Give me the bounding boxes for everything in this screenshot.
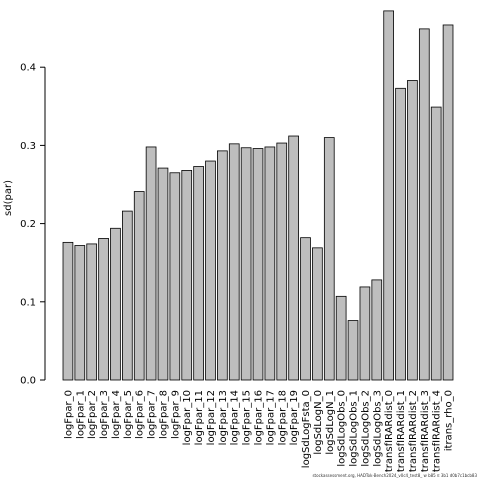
x-tick-label: logFpar_3 bbox=[99, 390, 110, 439]
bar-logSdLogFsta-0 bbox=[300, 237, 311, 381]
x-tick-label: logSdLogFsta_0 bbox=[301, 390, 312, 468]
x-tick-label: logSdLogN_0 bbox=[313, 390, 324, 455]
bar-transfIRARdist-2 bbox=[407, 80, 418, 381]
x-tick-label: logFpar_12 bbox=[206, 390, 217, 445]
x-tick-label: logSdLogObs_0 bbox=[337, 390, 348, 467]
y-axis-label: sd(par) bbox=[3, 180, 14, 216]
bar-logSdLogObs-1 bbox=[347, 320, 359, 381]
y-tick-label: 0.2 bbox=[20, 219, 36, 230]
credit-text: stockassessment.org, HADTok-Bench2024_v0… bbox=[312, 473, 477, 478]
x-tick-label: logFpar_9 bbox=[170, 390, 181, 439]
x-tick-label: logFpar_10 bbox=[182, 390, 193, 445]
x-tick-label: transfIRARdist_1 bbox=[396, 390, 407, 472]
bar-logFpar-16 bbox=[252, 148, 264, 381]
x-tick-label: logFpar_16 bbox=[254, 390, 265, 445]
bar-logFpar-13 bbox=[217, 150, 228, 381]
bars bbox=[62, 10, 454, 381]
x-tick-label: logSdLogObs_2 bbox=[360, 390, 371, 467]
x-tick-label: logSdLogObs_3 bbox=[372, 390, 383, 467]
bar-logFpar-12 bbox=[205, 160, 216, 381]
x-tick-label: logFpar_2 bbox=[87, 390, 98, 439]
x-tick-label: logFpar_18 bbox=[277, 390, 288, 445]
bar-logSdLogObs-3 bbox=[371, 279, 383, 381]
bar-logFpar-19 bbox=[288, 135, 299, 381]
bar-logFpar-4 bbox=[110, 227, 121, 381]
x-tick-label: logFpar_6 bbox=[135, 390, 146, 439]
x-tick-label: transfIRARdist_4 bbox=[432, 390, 443, 472]
bar-logFpar-18 bbox=[276, 142, 288, 381]
bar-logFpar-14 bbox=[228, 143, 240, 381]
bar-logFpar-5 bbox=[122, 210, 133, 381]
bar-logFpar-1 bbox=[74, 245, 86, 381]
x-tick-label: logFpar_15 bbox=[242, 390, 253, 445]
bar-logSdLogObs-2 bbox=[359, 286, 371, 381]
x-tick-label: logSdLogN_1 bbox=[325, 390, 336, 455]
x-tick-label: logFpar_13 bbox=[218, 390, 229, 445]
bar-logFpar-6 bbox=[133, 191, 145, 381]
bar-transfIRARdist-1 bbox=[395, 87, 406, 381]
y-tick-label: 0.0 bbox=[20, 376, 36, 387]
x-tick-label: transfIRARdist_3 bbox=[420, 390, 431, 472]
bar-transfIRARdist-3 bbox=[418, 28, 430, 381]
x-tick-label: logSdLogObs_1 bbox=[349, 390, 360, 467]
x-tick-label: logFpar_0 bbox=[63, 390, 74, 439]
x-tick-label: itrans_rho_0 bbox=[444, 390, 455, 451]
bar-logFpar-3 bbox=[98, 238, 109, 381]
y-axis: 0.0 0.1 0.2 0.3 0.4 bbox=[20, 63, 46, 387]
bar-logFpar-8 bbox=[157, 167, 169, 381]
x-tick-label: logFpar_11 bbox=[194, 390, 205, 445]
bar-logFpar-17 bbox=[264, 146, 276, 381]
y-tick-label: 0.3 bbox=[20, 141, 36, 152]
bar-logFpar-2 bbox=[86, 243, 98, 381]
x-tick-label: logFpar_5 bbox=[123, 390, 134, 439]
bar-logFpar-11 bbox=[193, 166, 204, 381]
x-tick-label: logFpar_8 bbox=[158, 390, 169, 439]
x-tick-label: logFpar_14 bbox=[230, 390, 241, 445]
x-tick-labels: logFpar_0 logFpar_1 logFpar_2 logFpar_3 logF… bbox=[63, 390, 454, 472]
bar-logFpar-7 bbox=[145, 146, 157, 381]
x-tick-label: transfIRARdist_2 bbox=[408, 390, 419, 472]
x-tick-label: logFpar_4 bbox=[111, 390, 122, 439]
bar-logSdLogN-0 bbox=[312, 247, 323, 381]
y-tick-label: 0.1 bbox=[20, 297, 36, 308]
bar-logFpar-9 bbox=[169, 172, 181, 381]
x-tick-label: logFpar_19 bbox=[289, 390, 300, 445]
x-tick-label: logFpar_1 bbox=[75, 390, 86, 439]
bar-logFpar-10 bbox=[181, 170, 193, 381]
x-tick-label: transfIRARdist_0 bbox=[384, 390, 395, 472]
bar-transfIRARdist-4 bbox=[430, 106, 442, 381]
x-tick-label: logFpar_17 bbox=[265, 390, 276, 445]
bar-logSdLogN-1 bbox=[323, 137, 335, 381]
x-tick-label: logFpar_7 bbox=[147, 390, 158, 439]
bar-logFpar-15 bbox=[240, 147, 252, 381]
bar-logFpar-0 bbox=[62, 241, 74, 381]
bar-logSdLogObs-0 bbox=[335, 295, 347, 381]
y-tick-label: 0.4 bbox=[20, 63, 36, 74]
bar-transfIRARdist-0 bbox=[383, 10, 394, 381]
bar-itrans-rho-0 bbox=[442, 24, 454, 381]
